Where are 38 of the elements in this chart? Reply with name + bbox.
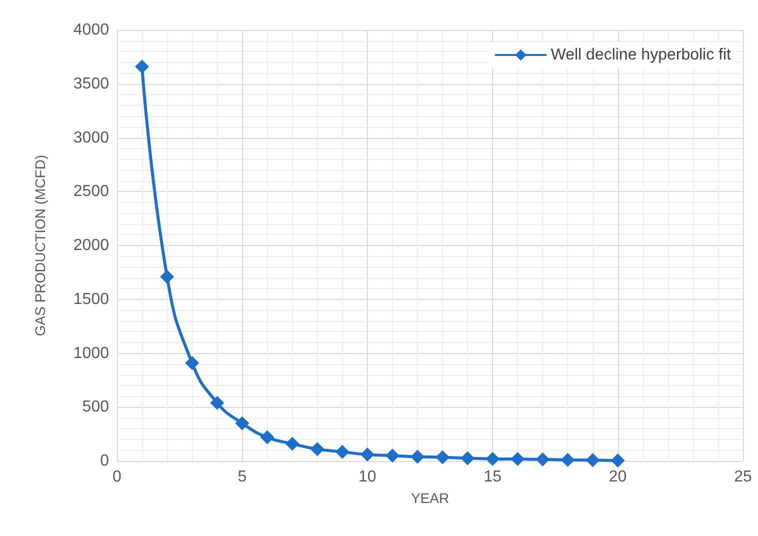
x-axis-title: YEAR [410, 490, 450, 506]
point [536, 452, 550, 466]
point [160, 270, 174, 284]
y-tick-label: 500 [82, 398, 110, 416]
point [210, 396, 224, 410]
x-tick-label: 0 [112, 468, 122, 486]
y-tick-label: 3000 [73, 129, 110, 146]
point [510, 452, 525, 466]
y-axis-title: GAS PRODUCTION (MCFD) [32, 154, 48, 336]
point [135, 60, 150, 74]
y-tick-label: 1000 [73, 344, 110, 362]
point [610, 453, 625, 468]
point [260, 430, 274, 444]
point [560, 452, 575, 467]
point [235, 416, 250, 430]
point [360, 448, 374, 462]
y-tick-label: 4000 [73, 22, 110, 38]
y-tick-label: 3500 [73, 75, 110, 92]
point [410, 450, 424, 464]
y-tick-label: 2500 [73, 183, 110, 200]
point [586, 453, 600, 468]
point [486, 452, 500, 466]
x-tick-label: 25 [734, 468, 752, 486]
y-tick-label: 0 [100, 452, 110, 470]
x-tick-label: 10 [358, 468, 376, 486]
x-tick-label: 20 [608, 468, 627, 486]
y-tick-label: 2000 [73, 237, 110, 254]
y-tick-label: 1500 [73, 290, 110, 308]
point [310, 442, 324, 456]
point [460, 451, 475, 466]
x-tick-label: 5 [238, 468, 247, 486]
x-tick-label: 15 [484, 468, 502, 486]
legend-label: Well decline hyperbolic fit [550, 46, 732, 64]
point [185, 356, 200, 370]
point [436, 450, 450, 464]
point [385, 448, 400, 463]
point [285, 436, 300, 451]
point [335, 444, 350, 459]
